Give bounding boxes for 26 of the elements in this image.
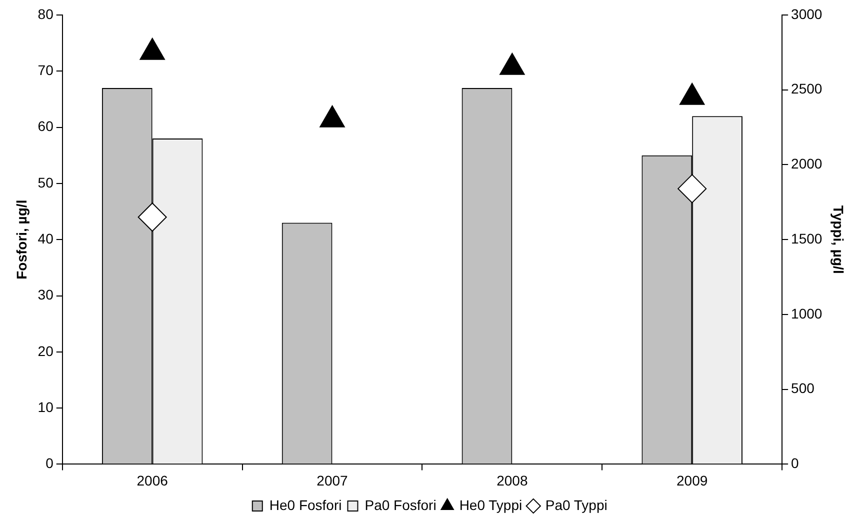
y2-tick-label: 0 bbox=[791, 455, 800, 472]
y2-tick-label: 1000 bbox=[791, 305, 822, 322]
y2-tick-label: 2000 bbox=[791, 156, 822, 172]
y-axis-title: Fosfori, µg/l bbox=[13, 200, 30, 280]
y2-tick-label: 2500 bbox=[791, 80, 822, 97]
y2-axis-title: Typpi, µg/l bbox=[830, 205, 847, 274]
y-tick-label: 40 bbox=[38, 230, 54, 246]
x-tick-label: 2008 bbox=[496, 472, 528, 488]
legend-label: Pa0 Typpi bbox=[545, 496, 608, 513]
y-tick-label: 20 bbox=[38, 342, 54, 359]
y2-tick-label: 1500 bbox=[791, 230, 822, 246]
x-tick-label: 2006 bbox=[136, 472, 168, 488]
y-tick-label: 80 bbox=[38, 6, 54, 22]
y2-tick-label: 3000 bbox=[791, 6, 822, 22]
y-tick-label: 0 bbox=[46, 455, 54, 472]
legend-label: Pa0 Fosfori bbox=[364, 496, 436, 513]
x-tick-label: 2007 bbox=[316, 472, 348, 488]
legend-label: He0 Fosfori bbox=[269, 496, 342, 513]
y-tick-label: 60 bbox=[38, 118, 54, 134]
x-tick-label: 2009 bbox=[676, 472, 708, 488]
y2-tick-label: 500 bbox=[791, 380, 815, 396]
y-tick-label: 10 bbox=[38, 398, 54, 415]
y-tick-label: 50 bbox=[38, 174, 54, 190]
y-tick-label: 70 bbox=[38, 62, 54, 78]
legend-label: He0 Typpi bbox=[459, 496, 522, 513]
y-tick-label: 30 bbox=[38, 286, 54, 303]
